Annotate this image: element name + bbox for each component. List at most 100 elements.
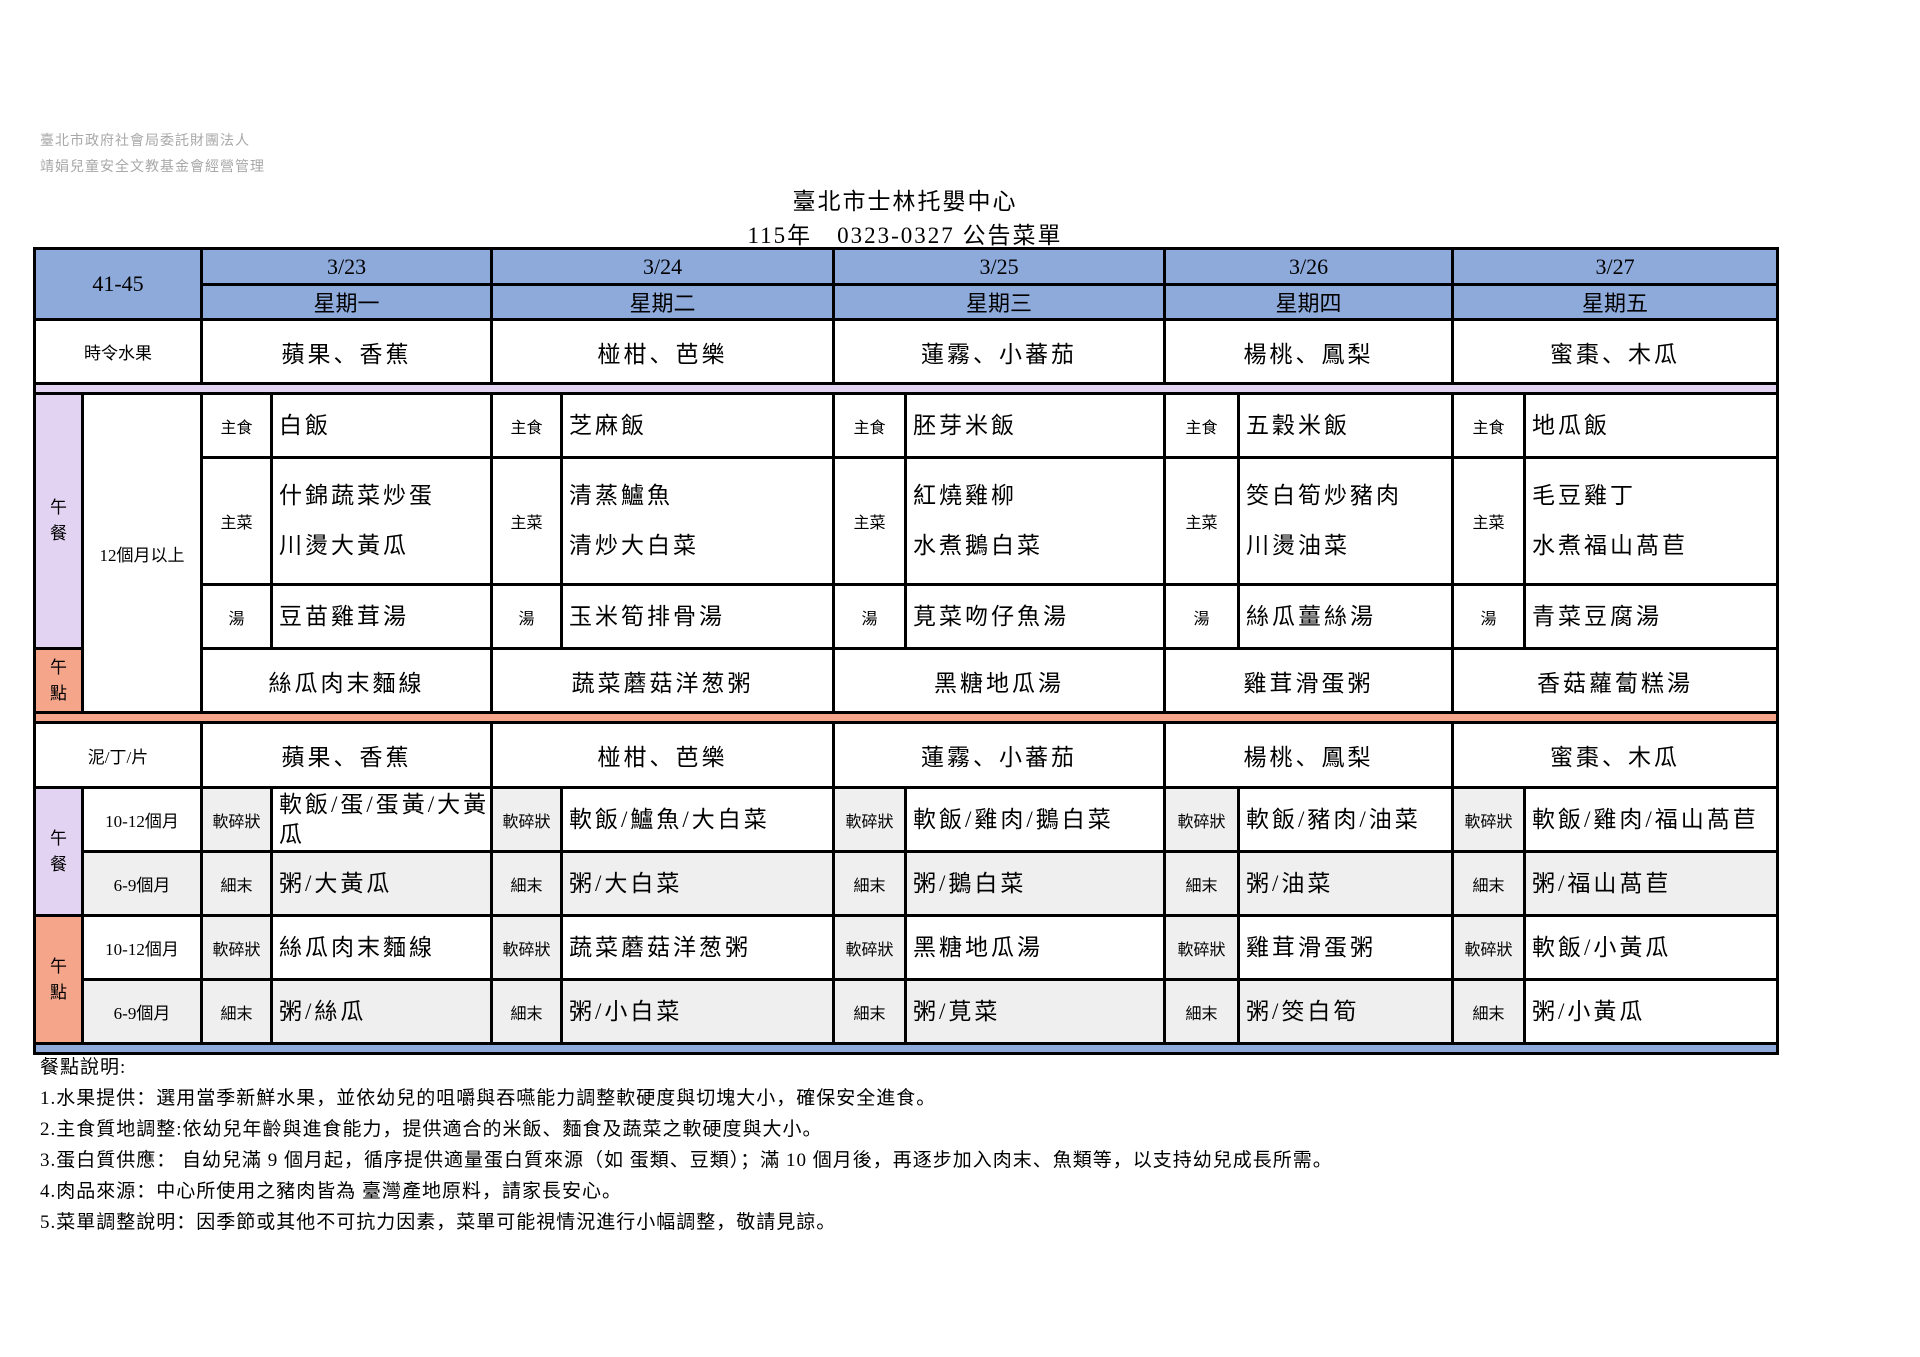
soft-label: 軟碎狀 [1451, 914, 1527, 981]
snack-6-9-cell: 粥/小黃瓜 [1523, 978, 1780, 1045]
fine-label: 細末 [832, 978, 908, 1045]
soft-label: 軟碎狀 [200, 914, 274, 981]
main-label: 主菜 [1163, 456, 1241, 586]
table-row: 午點 絲瓜肉末麵線 蔬菜蘑菇洋葱粥 黑糖地瓜湯 雞茸滑蛋粥 香菇蘿蔔糕湯 [33, 647, 1780, 714]
snack-10-12-cell: 黑糖地瓜湯 [904, 914, 1167, 981]
lunch-6-9-cell: 粥/大黃瓜 [270, 850, 494, 917]
snack-cell: 絲瓜肉末麵線 [200, 647, 494, 714]
fine-label: 細末 [490, 850, 564, 917]
table-row: 湯豆苗雞茸湯湯玉米筍排骨湯湯莧菜吻仔魚湯湯絲瓜薑絲湯湯青菜豆腐湯 [35, 583, 1780, 650]
org-watermark-line-2: 靖娟兒童安全文教基金會經營管理 [40, 160, 265, 175]
staple-label: 主食 [1451, 392, 1527, 459]
staple-label: 主食 [200, 392, 274, 459]
main-dish-2: 清炒大白菜 [569, 533, 700, 558]
fruit-texture-cell: 蓮霧、小蕃茄 [832, 721, 1167, 789]
lunch-6-9-cell: 粥/大白菜 [560, 850, 836, 917]
note-item: 5.菜單調整說明：因季節或其他不可抗力因素，菜單可能視情況進行小幅調整，敬請見諒… [40, 1212, 837, 1233]
main-dish-cell: 紅燒雞柳 水煮鵝白菜 [904, 456, 1167, 586]
soft-label: 軟碎狀 [200, 786, 274, 853]
fine-label: 細末 [832, 850, 908, 917]
lunch-label-text: 午餐 [50, 828, 67, 874]
lunch-10-12-cell: 軟飯/雞肉/鵝白菜 [904, 786, 1167, 853]
snack-10-12-cell: 軟飯/小黃瓜 [1523, 914, 1780, 981]
main-label: 主菜 [832, 456, 908, 586]
note-item: 1.水果提供：選用當季新鮮水果，並依幼兒的咀嚼與吞嚥能力調整軟硬度與切塊大小，確… [40, 1088, 937, 1109]
staple-cell: 五穀米飯 [1237, 392, 1455, 459]
snack-label-text: 午點 [50, 956, 67, 1002]
snack-10-12-cell: 雞茸滑蛋粥 [1237, 914, 1455, 981]
weekday-header: 星期四 [1163, 283, 1455, 321]
soft-label: 軟碎狀 [832, 914, 908, 981]
soft-label: 軟碎狀 [490, 914, 564, 981]
page-subtitle: 115年 0323-0327 公告菜單 [747, 223, 1063, 248]
snack-6-9-cell: 粥/小白菜 [560, 978, 836, 1045]
main-dish-cell: 筊白筍炒豬肉 川燙油菜 [1237, 456, 1455, 586]
date-header: 3/27 [1451, 247, 1780, 286]
bottom-separator [32, 1042, 1780, 1055]
lunch-10-12-cell: 軟飯/蛋/蛋黃/大黃瓜 [270, 786, 494, 853]
fruit-cell: 蘋果、香蕉 [200, 318, 494, 385]
snack-cell: 雞茸滑蛋粥 [1163, 647, 1455, 714]
snack-6-9-cell: 粥/筊白筍 [1237, 978, 1455, 1045]
fruit-texture-cell: 蜜棗、木瓜 [1451, 721, 1780, 789]
main-dish-2: 水煮鵝白菜 [913, 533, 1044, 558]
snack-10-12-cell: 蔬菜蘑菇洋葱粥 [560, 914, 836, 981]
table-row: 泥/丁/片 蘋果、香蕉 椪柑、芭樂 蓮霧、小蕃茄 楊桃、鳳梨 蜜棗、木瓜 [32, 721, 1780, 789]
soup-cell: 青菜豆腐湯 [1523, 583, 1780, 650]
lunch-10-12-cell: 軟飯/鱸魚/大白菜 [560, 786, 836, 853]
soup-label: 湯 [1451, 583, 1527, 650]
main-dish-2: 川燙油菜 [1246, 533, 1351, 558]
date-header: 3/24 [490, 247, 836, 286]
main-dish-2: 水煮福山萵苣 [1532, 533, 1689, 558]
soft-label: 軟碎狀 [1451, 786, 1527, 853]
weekday-header: 星期一 [200, 283, 494, 321]
table-row: 時令水果 蘋果、香蕉 椪柑、芭樂 蓮霧、小蕃茄 楊桃、鳳梨 蜜棗、木瓜 [32, 318, 1780, 385]
table-row: 6-9個月 細末 粥/大黃瓜 細末 粥/大白菜 細末 粥/鵝白菜 細末 粥/油菜 細末 粥/福山萵苣 [35, 850, 1780, 917]
fine-label: 細末 [1451, 978, 1527, 1045]
main-label: 主菜 [200, 456, 274, 586]
staple-label: 主食 [490, 392, 564, 459]
week-label: 41-45 [32, 247, 204, 321]
snack-label-text: 午點 [50, 657, 67, 703]
fine-label: 細末 [1163, 850, 1241, 917]
age-cell: 6-9個月 [80, 978, 204, 1045]
staple-cell: 地瓜飯 [1523, 392, 1780, 459]
soup-label: 湯 [832, 583, 908, 650]
main-dish-cell: 毛豆雞丁 水煮福山萵苣 [1523, 456, 1780, 586]
fruit-cell: 蓮霧、小蕃茄 [832, 318, 1167, 385]
table-row: 午餐 10-12個月 軟碎狀 軟飯/蛋/蛋黃/大黃瓜 軟碎狀 軟飯/鱸魚/大白菜 軟碎狀 軟飯… [33, 786, 1780, 917]
fruit-cell: 楊桃、鳳梨 [1163, 318, 1455, 385]
fruit-label: 時令水果 [32, 318, 204, 385]
soup-label: 湯 [200, 583, 274, 650]
lunch-label: 午餐 [33, 392, 84, 650]
fruit-cell: 蜜棗、木瓜 [1451, 318, 1780, 385]
fruit-texture-cell: 蘋果、香蕉 [200, 721, 494, 789]
fine-label: 細末 [200, 978, 274, 1045]
fruit-texture-cell: 楊桃、鳳梨 [1163, 721, 1455, 789]
note-item: 4.肉品來源：中心所使用之豬肉皆為 臺灣產地原料，請家長安心。 [40, 1181, 623, 1202]
main-label: 主菜 [1451, 456, 1527, 586]
snack-label: 午點 [33, 647, 84, 714]
weekday-header: 星期二 [490, 283, 836, 321]
fine-label: 細末 [1163, 978, 1241, 1045]
fine-label: 細末 [1451, 850, 1527, 917]
table-row: 午餐 12個月以上 主食 白飯 主食 芝麻飯 主食 胚芽米飯 主食 五穀米飯 主食 地瓜飯 [33, 392, 1780, 714]
soft-label: 軟碎狀 [490, 786, 564, 853]
lunch-infant-label: 午餐 [33, 786, 84, 917]
table-row: 主菜 什錦蔬菜炒蛋 川燙大黃瓜 主菜 清蒸鱸魚 清炒大白菜 主菜 紅燒雞柳 水煮鵝白菜 主菜 筊白筍… [35, 456, 1780, 586]
menu-table: 41-45 3/23 3/24 3/25 3/26 3/27 星期一 星期二 星期三 星期四 星期五… [32, 247, 1780, 1055]
lunch-6-9-cell: 粥/油菜 [1237, 850, 1455, 917]
soup-cell: 玉米筍排骨湯 [560, 583, 836, 650]
soup-cell: 絲瓜薑絲湯 [1237, 583, 1455, 650]
org-watermark-line-1: 臺北市政府社會局委託財團法人 [40, 134, 250, 149]
staple-label: 主食 [832, 392, 908, 459]
table-row: 41-45 3/23 3/24 3/25 3/26 3/27 [32, 247, 1780, 321]
snack-cell: 黑糖地瓜湯 [832, 647, 1167, 714]
table-row: 午點 10-12個月 軟碎狀 絲瓜肉末麵線 軟碎狀 蔬菜蘑菇洋葱粥 軟碎狀 黑糖地瓜湯 軟碎狀雞… [33, 914, 1780, 1045]
lunch-6-9-cell: 粥/福山萵苣 [1523, 850, 1780, 917]
main-dish-1: 清蒸鱸魚 [569, 483, 674, 508]
main-dish-1: 什錦蔬菜炒蛋 [279, 483, 436, 508]
note-item: 3.蛋白質供應： 自幼兒滿 9 個月起，循序提供適量蛋白質來源（如 蛋類、豆類）… [40, 1150, 1333, 1171]
lunch-separator [32, 382, 1780, 395]
age-over-12: 12個月以上 [80, 392, 204, 714]
